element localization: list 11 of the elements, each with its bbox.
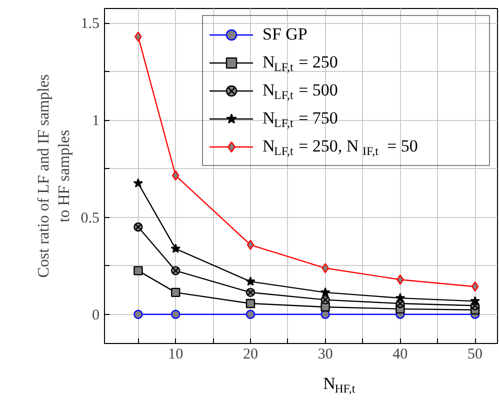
x-tick-label: 10 [168,346,184,362]
y-tick-label: 0.5 [80,210,100,226]
y-tick-label: 1 [92,113,100,130]
x-tick-label: 20 [242,346,258,362]
x-tick-label: 30 [318,346,333,362]
legend-label: SF GP [262,24,308,44]
y-axis-title: Cost ratio of LF and IF samples to HF samples [35,74,73,278]
x-tick-label: 40 [392,346,408,362]
x-tick-label: 50 [468,346,483,362]
y-tick-label: 1.5 [80,16,100,32]
y-tick-label: 0 [92,307,100,324]
